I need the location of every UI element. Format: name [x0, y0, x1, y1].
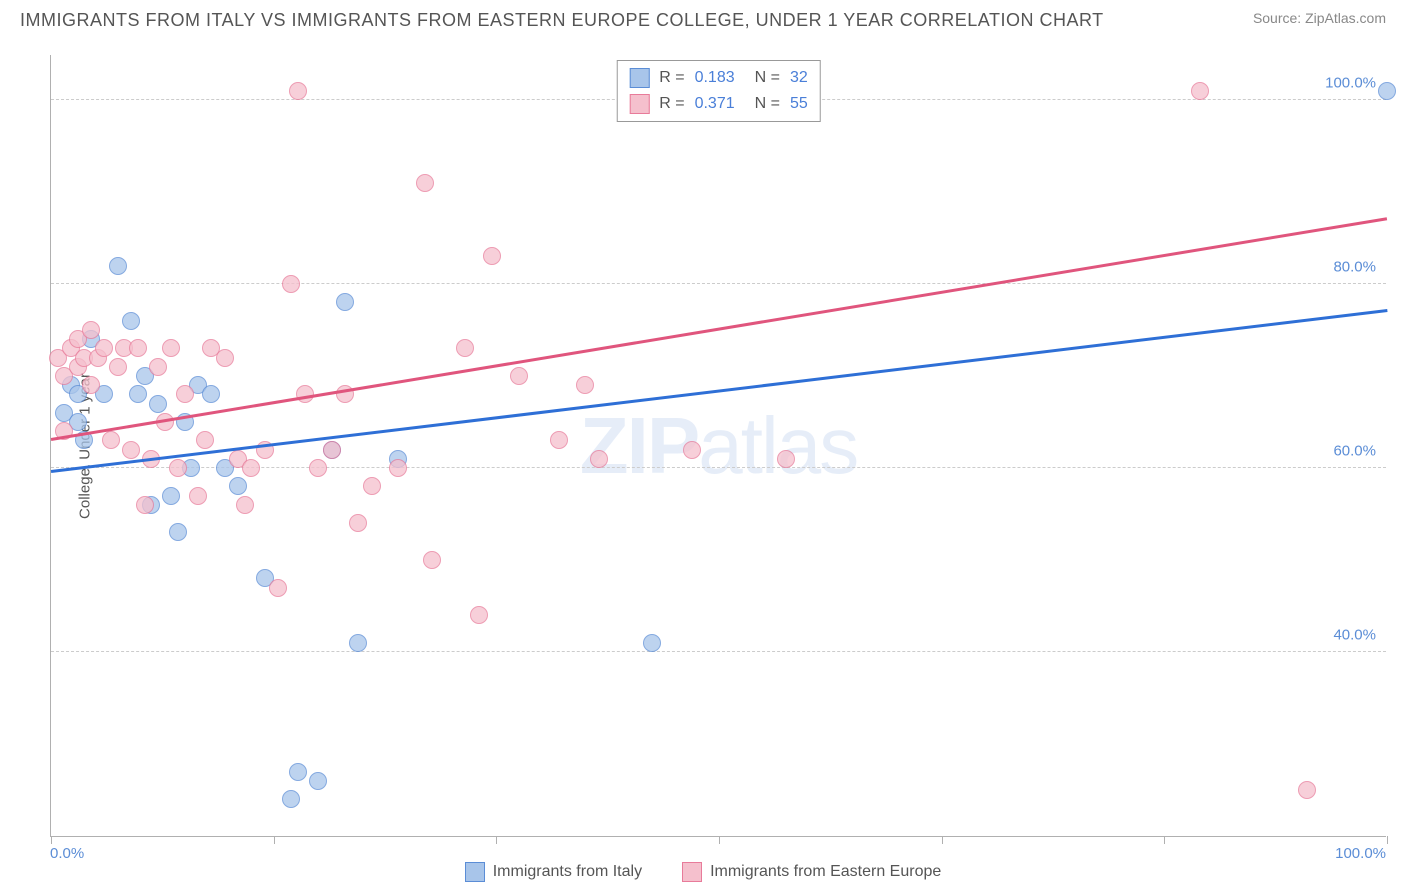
scatter-point — [176, 385, 194, 403]
scatter-point — [282, 790, 300, 808]
scatter-point — [162, 487, 180, 505]
scatter-point — [196, 431, 214, 449]
grid-line — [51, 651, 1386, 652]
y-tick-label: 80.0% — [1333, 259, 1376, 276]
scatter-point — [102, 431, 120, 449]
stat-n-value: 55 — [790, 91, 808, 117]
scatter-point — [149, 358, 167, 376]
scatter-point — [95, 339, 113, 357]
legend-label: Immigrants from Italy — [493, 863, 642, 881]
scatter-point — [349, 514, 367, 532]
x-tick — [274, 836, 275, 844]
legend-swatch — [682, 862, 702, 882]
scatter-point — [470, 606, 488, 624]
y-tick-label: 60.0% — [1333, 443, 1376, 460]
stat-n-label: N = — [755, 65, 780, 91]
trend-line — [51, 217, 1387, 440]
scatter-point — [550, 431, 568, 449]
x-tick — [496, 836, 497, 844]
scatter-point — [363, 477, 381, 495]
scatter-point — [229, 477, 247, 495]
scatter-point — [282, 275, 300, 293]
stat-n-label: N = — [755, 91, 780, 117]
stats-legend-row: R = 0.371 N = 55 — [629, 91, 808, 117]
x-tick — [1164, 836, 1165, 844]
x-tick — [942, 836, 943, 844]
scatter-point — [169, 459, 187, 477]
x-tick — [719, 836, 720, 844]
scatter-point — [349, 634, 367, 652]
chart-area: ZIPatlas R = 0.183N = 32R = 0.371N = 55 … — [50, 55, 1386, 837]
series-legend: Immigrants from Italy Immigrants from Eas… — [0, 862, 1406, 882]
source-label: Source: ZipAtlas.com — [1253, 10, 1386, 26]
grid-line — [51, 283, 1386, 284]
scatter-point — [683, 441, 701, 459]
scatter-point — [216, 349, 234, 367]
scatter-point — [202, 385, 220, 403]
scatter-point — [309, 772, 327, 790]
watermark: ZIPatlas — [580, 400, 857, 492]
stat-r-value: 0.183 — [695, 65, 735, 91]
scatter-point — [1191, 82, 1209, 100]
header: IMMIGRANTS FROM ITALY VS IMMIGRANTS FROM… — [0, 0, 1406, 36]
scatter-point — [309, 459, 327, 477]
scatter-point — [416, 174, 434, 192]
stats-legend: R = 0.183 N = 32 R = 0.371 N = 55 — [616, 60, 821, 122]
scatter-point — [122, 312, 140, 330]
scatter-point — [122, 441, 140, 459]
x-max-label: 100.0% — [1335, 845, 1386, 862]
scatter-point — [590, 450, 608, 468]
stat-r-label: R = — [659, 65, 684, 91]
legend-label: Immigrants from Eastern Europe — [710, 863, 941, 881]
x-tick — [51, 836, 52, 844]
scatter-point — [323, 441, 341, 459]
stat-n-value: 32 — [790, 65, 808, 91]
y-tick-label: 100.0% — [1325, 75, 1376, 92]
scatter-point — [289, 763, 307, 781]
legend-item: Immigrants from Italy — [465, 862, 642, 882]
scatter-point — [162, 339, 180, 357]
scatter-point — [576, 376, 594, 394]
stat-r-value: 0.371 — [695, 91, 735, 117]
scatter-point — [1378, 82, 1396, 100]
scatter-point — [389, 459, 407, 477]
scatter-point — [109, 358, 127, 376]
scatter-point — [82, 376, 100, 394]
scatter-point — [129, 385, 147, 403]
stat-r-label: R = — [659, 91, 684, 117]
scatter-point — [149, 395, 167, 413]
scatter-point — [643, 634, 661, 652]
scatter-point — [336, 293, 354, 311]
scatter-point — [456, 339, 474, 357]
scatter-point — [169, 523, 187, 541]
scatter-point — [269, 579, 287, 597]
legend-item: Immigrants from Eastern Europe — [682, 862, 941, 882]
scatter-point — [777, 450, 795, 468]
scatter-point — [129, 339, 147, 357]
scatter-point — [136, 496, 154, 514]
y-tick-label: 40.0% — [1333, 627, 1376, 644]
legend-swatch — [629, 68, 649, 88]
scatter-point — [510, 367, 528, 385]
scatter-point — [289, 82, 307, 100]
trend-line — [51, 309, 1387, 472]
scatter-point — [242, 459, 260, 477]
scatter-point — [483, 247, 501, 265]
stats-legend-row: R = 0.183 N = 32 — [629, 65, 808, 91]
chart-title: IMMIGRANTS FROM ITALY VS IMMIGRANTS FROM… — [20, 10, 1104, 31]
scatter-point — [1298, 781, 1316, 799]
scatter-point — [82, 321, 100, 339]
legend-swatch — [465, 862, 485, 882]
legend-swatch — [629, 94, 649, 114]
scatter-point — [423, 551, 441, 569]
scatter-point — [236, 496, 254, 514]
scatter-point — [109, 257, 127, 275]
scatter-point — [189, 487, 207, 505]
x-tick — [1387, 836, 1388, 844]
x-min-label: 0.0% — [50, 845, 84, 862]
